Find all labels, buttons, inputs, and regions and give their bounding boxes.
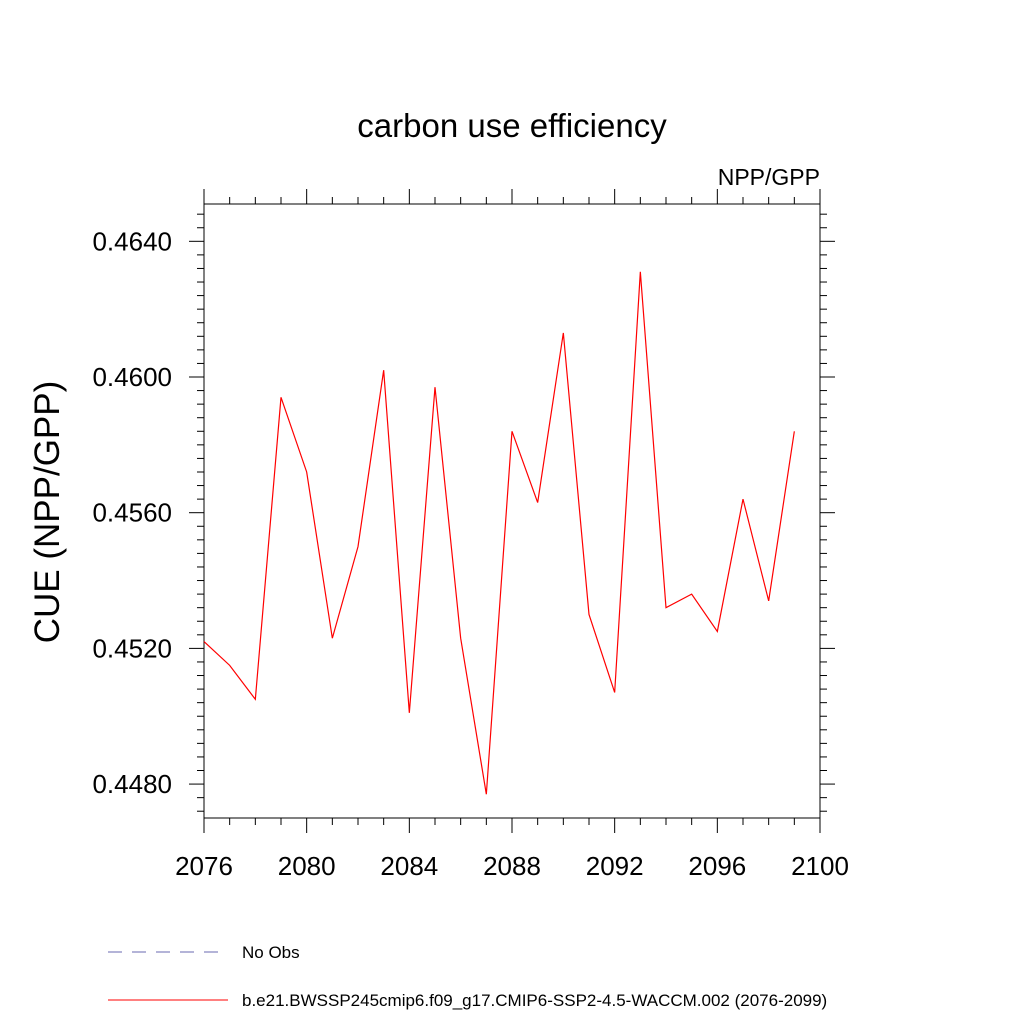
chart-title: carbon use efficiency [357, 107, 667, 144]
series-layer [203, 271, 795, 795]
y-tick-label: 0.4520 [92, 633, 172, 663]
x-tick-label: 2096 [688, 851, 746, 881]
x-tick-label: 2100 [791, 851, 849, 881]
x-tick-label: 2092 [586, 851, 644, 881]
x-tick-label: 2076 [175, 851, 233, 881]
legend-label: No Obs [242, 943, 300, 962]
chart-subtitle: NPP/GPP [718, 164, 820, 190]
x-tick-label: 2084 [380, 851, 438, 881]
series-line-1 [203, 271, 795, 795]
y-tick-label: 0.4560 [92, 498, 172, 528]
plot-frame [203, 203, 821, 819]
x-tick-label: 2088 [483, 851, 541, 881]
legend: No Obs b.e21.BWSSP245cmip6.f09_g17.CMIP6-… [108, 943, 827, 1010]
x-tick-label: 2080 [278, 851, 336, 881]
y-axis-label: CUE (NPP/GPP) [28, 381, 67, 644]
y-tick-label: 0.4640 [92, 226, 172, 256]
y-tick-label: 0.4480 [92, 769, 172, 799]
legend-label: b.e21.BWSSP245cmip6.f09_g17.CMIP6-SSP2-4… [242, 991, 827, 1010]
axes-layer: 2076 2080 2084 2088 2092 2096 2100 0.4480 0.4520… [92, 189, 849, 881]
y-tick-label: 0.4600 [92, 362, 172, 392]
